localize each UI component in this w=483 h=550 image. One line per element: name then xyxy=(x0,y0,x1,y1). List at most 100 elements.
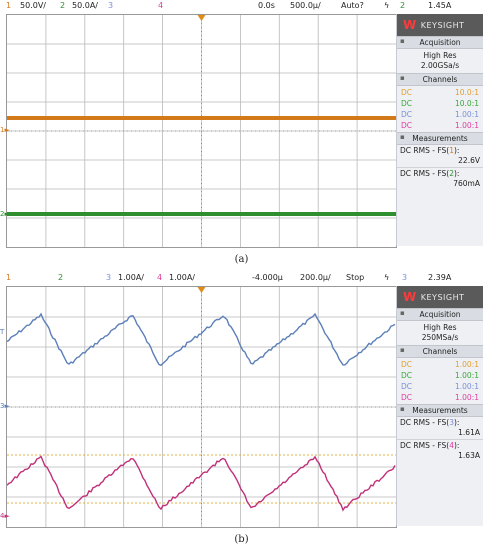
waveform-display-b[interactable] xyxy=(7,287,396,527)
ch2-number[interactable]: 2 xyxy=(58,273,64,282)
top-status-bar-a: 1 50.0V/ 2 50.0A/ 3 4 0.0s 500.0µ/ Auto?… xyxy=(0,0,451,14)
channel-list-a: DC 10.0:1 DC 10.0:1 DC 1.00:1 DC 1.00:1 xyxy=(397,86,483,132)
acq-mode: High Res xyxy=(423,323,457,332)
keysight-logo: W KEYSIGHT xyxy=(397,286,483,308)
measurement-2[interactable]: DC RMS - FS(4): 1.63A xyxy=(397,439,483,462)
ch1-ground-marker[interactable]: 1► xyxy=(0,126,10,134)
ch3-ground-marker[interactable]: T xyxy=(0,328,5,336)
trigger-level[interactable]: 2.39A xyxy=(428,273,452,282)
measurements-header[interactable]: ▪ Measurements xyxy=(397,132,483,145)
channel-row-1[interactable]: DC 1.00:1 xyxy=(397,359,483,370)
ch1-trace xyxy=(7,116,396,120)
trigger-level[interactable]: 1.45A xyxy=(428,1,452,10)
ch4-number[interactable]: 4 xyxy=(157,273,163,282)
brand-name: KEYSIGHT xyxy=(420,292,465,302)
channels-header[interactable]: ▪ Channels xyxy=(397,73,483,86)
channel-coupling: DC xyxy=(401,393,413,402)
channel-probe-ratio: 1.00:1 xyxy=(455,382,479,391)
panel-a: 1 50.0V/ 2 50.0A/ 3 4 0.0s 500.0µ/ Auto?… xyxy=(0,0,483,265)
channel-row-3[interactable]: DC 1.00:1 xyxy=(397,381,483,392)
measurement-1-value: 22.6V xyxy=(458,156,480,165)
time-offset[interactable]: -4.000µ xyxy=(252,273,283,282)
acq-mode: High Res xyxy=(423,51,457,60)
trigger-edge-icon: ϟ xyxy=(384,1,390,10)
time-offset[interactable]: 0.0s xyxy=(258,1,275,10)
collapse-icon: ▪ xyxy=(400,309,405,317)
panel-b: 1 2 3 1.00A/ 4 1.00A/ -4.000µ 200.0µ/ St… xyxy=(0,272,483,550)
channel-row-1[interactable]: DC 10.0:1 xyxy=(397,87,483,98)
channel-probe-ratio: 1.00:1 xyxy=(455,371,479,380)
channel-row-2[interactable]: DC 10.0:1 xyxy=(397,98,483,109)
ch1-scale[interactable]: 50.0V/ xyxy=(20,1,46,10)
waveform-grid-b[interactable] xyxy=(6,286,397,528)
collapse-icon: ▪ xyxy=(400,37,405,45)
ch2-ground-marker[interactable]: 2► xyxy=(0,210,10,218)
collapse-icon: ▪ xyxy=(400,74,405,82)
measurement-1[interactable]: DC RMS - FS(1): 22.6V xyxy=(400,146,480,165)
ch2-number[interactable]: 2 xyxy=(60,1,66,10)
measurement-1-value: 1.61A xyxy=(458,428,480,437)
measurement-2[interactable]: DC RMS - FS(2): 760mA xyxy=(397,167,483,190)
side-panel-a: W KEYSIGHT ▪ Acquisition High Res 2.00GSa/… xyxy=(396,14,483,246)
keysight-logo: W KEYSIGHT xyxy=(397,14,483,36)
ch3-number[interactable]: 3 xyxy=(108,1,114,10)
channel-list-b: DC 1.00:1 DC 1.00:1 DC 1.00:1 DC 1.00:1 xyxy=(397,358,483,404)
time-scale[interactable]: 500.0µ/ xyxy=(290,1,321,10)
acquisition-header[interactable]: ▪ Acquisition xyxy=(397,308,483,321)
waveform-grid-a[interactable] xyxy=(6,14,397,248)
ch4-number[interactable]: 4 xyxy=(158,1,164,10)
ch4-scale[interactable]: 1.00A/ xyxy=(169,273,195,282)
acquisition-info: High Res 250MSa/s xyxy=(397,321,483,345)
brand-name: KEYSIGHT xyxy=(420,20,465,30)
acq-rate: 250MSa/s xyxy=(421,333,459,342)
top-status-bar-b: 1 2 3 1.00A/ 4 1.00A/ -4.000µ 200.0µ/ St… xyxy=(0,272,451,286)
keysight-wave-icon: W xyxy=(403,290,417,304)
ch3-offset-marker[interactable]: 3► xyxy=(0,402,10,410)
ch2-trace xyxy=(7,212,396,216)
trigger-channel[interactable]: 3 xyxy=(402,273,408,282)
ch3-scale[interactable]: 1.00A/ xyxy=(118,273,144,282)
collapse-icon: ▪ xyxy=(400,405,405,413)
side-panel-b: W KEYSIGHT ▪ Acquisition High Res 250MSa/s… xyxy=(396,286,483,526)
channel-row-2[interactable]: DC 1.00:1 xyxy=(397,370,483,381)
ch1-number[interactable]: 1 xyxy=(6,1,12,10)
measurements-header[interactable]: ▪ Measurements xyxy=(397,404,483,417)
trigger-mode[interactable]: Auto? xyxy=(341,1,364,10)
channel-probe-ratio: 10.0:1 xyxy=(455,99,479,108)
caption-b: (b) xyxy=(234,534,249,545)
channel-coupling: DC xyxy=(401,88,413,97)
ch2-scale[interactable]: 50.0A/ xyxy=(72,1,98,10)
trigger-edge-icon: ϟ xyxy=(384,273,390,282)
channel-row-4[interactable]: DC 1.00:1 xyxy=(397,392,483,403)
channel-coupling: DC xyxy=(401,371,413,380)
trigger-position-marker xyxy=(197,287,206,293)
ch3-number[interactable]: 3 xyxy=(106,273,112,282)
channel-coupling: DC xyxy=(401,382,413,391)
collapse-icon: ▪ xyxy=(400,133,405,141)
channel-coupling: DC xyxy=(401,99,413,108)
time-scale[interactable]: 200.0µ/ xyxy=(300,273,331,282)
ch4-trace xyxy=(7,455,396,512)
acquisition-info: High Res 2.00GSa/s xyxy=(397,49,483,73)
channel-row-4[interactable]: DC 1.00:1 xyxy=(397,120,483,131)
ch4-ground-marker[interactable]: 4► xyxy=(0,512,10,520)
channel-coupling: DC xyxy=(401,360,413,369)
keysight-wave-icon: W xyxy=(403,18,417,32)
ch1-number[interactable]: 1 xyxy=(6,273,12,282)
channel-coupling: DC xyxy=(401,121,413,130)
acq-rate: 2.00GSa/s xyxy=(420,61,460,70)
measurement-2-value: 1.63A xyxy=(458,451,480,460)
caption-a: (a) xyxy=(234,254,249,265)
channel-probe-ratio: 1.00:1 xyxy=(455,360,479,369)
trigger-mode[interactable]: Stop xyxy=(346,273,365,282)
waveform-display-a[interactable] xyxy=(7,15,396,247)
trigger-position-marker xyxy=(197,15,206,21)
acquisition-header[interactable]: ▪ Acquisition xyxy=(397,36,483,49)
measurement-1[interactable]: DC RMS - FS(3): 1.61A xyxy=(400,418,480,437)
channels-header[interactable]: ▪ Channels xyxy=(397,345,483,358)
channel-probe-ratio: 1.00:1 xyxy=(455,121,479,130)
trigger-channel[interactable]: 2 xyxy=(400,1,406,10)
channel-probe-ratio: 1.00:1 xyxy=(455,110,479,119)
channel-coupling: DC xyxy=(401,110,413,119)
channel-row-3[interactable]: DC 1.00:1 xyxy=(397,109,483,120)
